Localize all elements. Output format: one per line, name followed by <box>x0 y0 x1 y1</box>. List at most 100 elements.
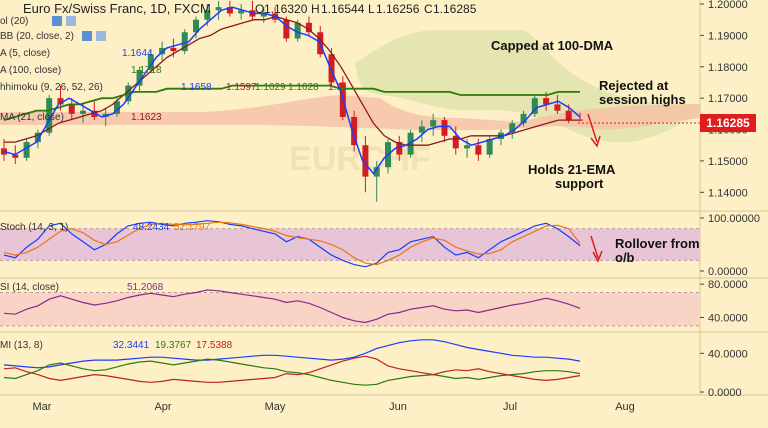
eye-icon[interactable] <box>82 31 92 41</box>
current-price-badge <box>700 114 756 132</box>
annotation-rollover: Rollover from <box>615 236 700 251</box>
x-tick-label: May <box>265 401 286 413</box>
candle-body <box>136 69 143 86</box>
candle-body <box>565 110 572 121</box>
dmi-minus-value: 17.5388 <box>196 340 233 351</box>
series-line-adx <box>3 339 581 369</box>
stoch-k-value: 48.2434 <box>133 222 170 233</box>
candle-body <box>215 7 222 11</box>
series-line--d <box>3 221 581 266</box>
candle-body <box>204 10 211 20</box>
legend-ichimoku: hhimoku (9, 26, 52, 26) <box>0 82 103 93</box>
indicator-tick-label: 80.0000 <box>708 279 748 291</box>
candle-body <box>430 120 437 127</box>
candle-body <box>283 19 290 39</box>
stoch-d-value: 52.1797 <box>174 222 211 233</box>
indicator-tick-label: 0.0000 <box>708 387 742 399</box>
annotation-rejected: session highs <box>599 92 686 107</box>
price-tick-label: 1.20000 <box>708 0 748 11</box>
legend-ichimoku-value: 1.1629 <box>255 82 286 93</box>
annotations: Capped at 100-DMA Rejected at session hi… <box>491 38 700 265</box>
candle-body <box>543 98 550 105</box>
x-tick-label: Mar <box>33 401 52 413</box>
ohlc-high-value: 1.16544 <box>321 2 365 16</box>
eye-icon[interactable] <box>52 16 62 26</box>
ohlc-close-value: 1.16285 <box>433 2 477 16</box>
candle-body <box>68 104 75 114</box>
legend-ichimoku-value: 1.1628 <box>288 82 319 93</box>
x-tick-label: Aug <box>615 401 635 413</box>
candle-body <box>159 47 166 55</box>
indicator-tick-label: 40.0000 <box>708 348 748 360</box>
candle-body <box>113 101 120 114</box>
candle-body <box>475 145 482 155</box>
down-arrow-icon <box>592 250 603 263</box>
price-tick-label: 1.14000 <box>708 187 748 199</box>
legend-sma100: A (100, close) <box>0 65 61 76</box>
indicator-tick-label: 40.0000 <box>708 313 748 325</box>
candle-body <box>46 98 53 133</box>
x-tick-label: Jul <box>503 401 517 413</box>
ohlc-high-label: H <box>311 2 320 16</box>
candle-body <box>351 116 358 146</box>
price-tick-label: 1.15000 <box>708 156 748 168</box>
dmi-plus-value: 19.3767 <box>155 340 192 351</box>
x-tick-label: Apr <box>154 401 171 413</box>
candle-body <box>193 19 199 33</box>
main-price-panel <box>1 0 583 202</box>
series-line-sma-100 <box>3 84 580 121</box>
candle-body <box>407 132 414 155</box>
down-arrow-icon <box>590 135 601 148</box>
candle-body <box>238 10 245 14</box>
gear-icon[interactable] <box>66 16 76 26</box>
candle-body <box>373 167 380 177</box>
legend-sma5-value: 1.1644 <box>122 48 153 59</box>
series-line-rsi <box>3 289 581 324</box>
ohlc-low-label: L <box>368 2 375 16</box>
indicator-legend: ol (20) BB (20, close, 2) A (5, close) 1… <box>0 16 342 123</box>
indicator-labels: Stoch (14, 3, 1) 48.2434 52.1797 SI (14,… <box>0 222 233 351</box>
gear-icon[interactable] <box>96 31 106 41</box>
annotation-holds: support <box>555 176 604 191</box>
series-line--di <box>3 355 581 383</box>
legend-ema21-value: 1.1623 <box>131 112 162 123</box>
indicator-tick-label: 100.00000 <box>708 213 760 225</box>
ohlc-open-value: 1.16320 <box>264 2 308 16</box>
current-price-label: 1.16285 <box>706 116 750 130</box>
candle-body <box>57 98 64 105</box>
series-line-sma-5 <box>3 6 581 175</box>
rsi-title: SI (14, close) <box>0 282 59 293</box>
candle-body <box>554 104 561 111</box>
legend-ema21: MA (21, close) <box>0 112 64 123</box>
candle-body <box>441 120 448 136</box>
legend-ichimoku-value: 1.1597 <box>226 82 257 93</box>
watermark: EURCHF <box>289 140 431 178</box>
candle-body <box>418 126 425 133</box>
rsi-panel <box>0 289 700 327</box>
candle-body <box>452 135 459 149</box>
candle-body <box>226 7 233 14</box>
candle-body <box>486 138 493 155</box>
candle-body <box>23 142 30 158</box>
dmi-panel <box>3 339 581 386</box>
candle-body <box>509 123 516 133</box>
down-arrow-icon <box>587 113 598 143</box>
annotation-rollover: o/b <box>615 250 635 265</box>
ohlc-close-label: C <box>424 2 433 16</box>
legend-volume: ol (20) <box>0 16 28 27</box>
price-tick-label: 1.19000 <box>708 30 748 42</box>
candle-body <box>91 110 98 117</box>
stoch-panel <box>0 220 700 268</box>
dmi-adx-value: 32.3441 <box>113 340 150 351</box>
annotation-rejected: Rejected at <box>599 78 669 93</box>
candle-body <box>170 47 177 52</box>
indicator-tick-label: 0.00000 <box>708 266 748 278</box>
ohlc-open-label: O <box>255 2 264 16</box>
annotation-capped: Capped at 100-DMA <box>491 38 614 53</box>
x-tick-label: Jun <box>389 401 407 413</box>
price-tick-label: 1.17000 <box>708 93 748 105</box>
ohlc-low-value: 1.16256 <box>376 2 420 16</box>
annotation-holds: Holds 21-EMA <box>528 162 616 177</box>
legend-bb: BB (20, close, 2) <box>0 31 74 42</box>
price-tick-label: 1.18000 <box>708 62 748 74</box>
